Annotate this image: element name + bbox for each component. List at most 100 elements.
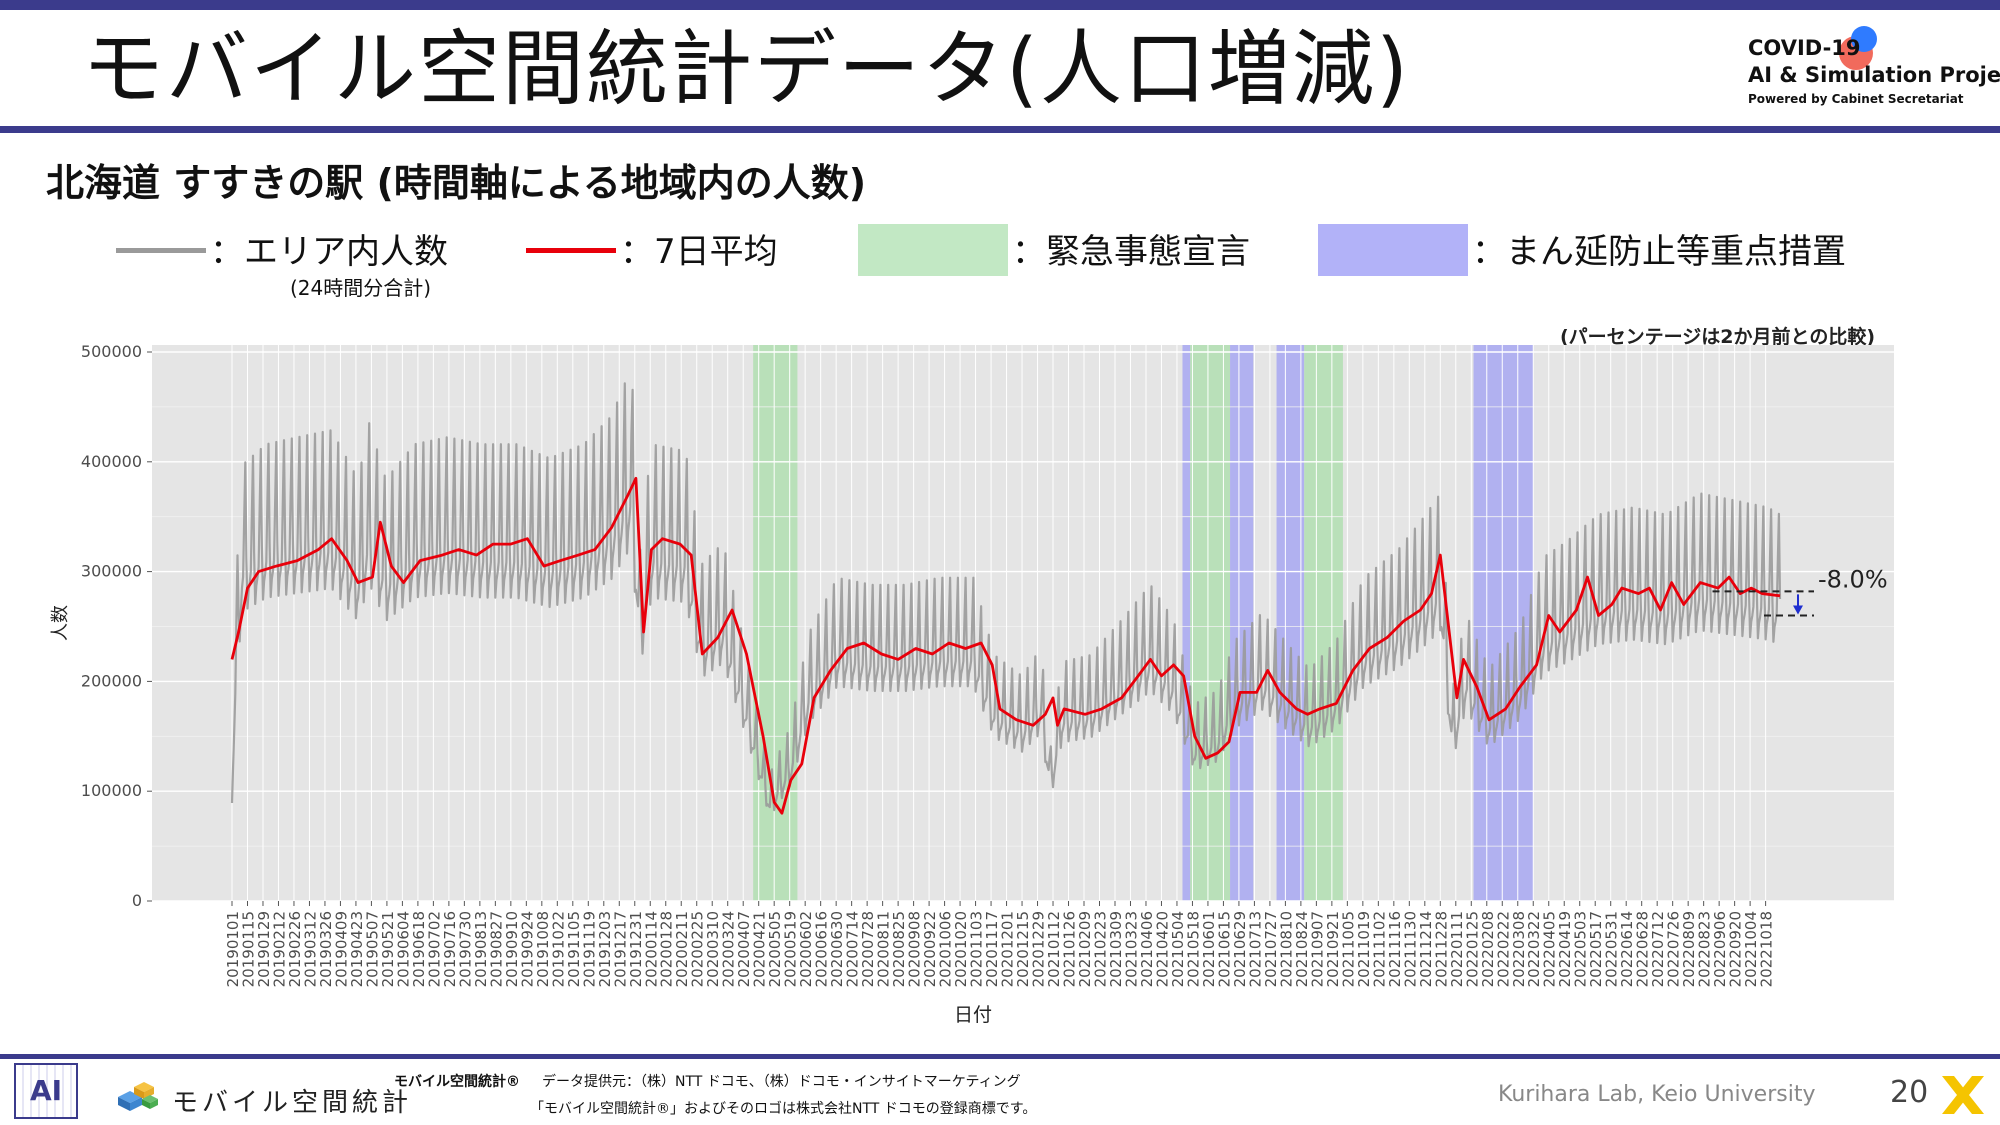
x-tick-label: 20191105 [565,911,583,987]
band-emergency [753,345,798,901]
x-tick-label: 20210323 [1122,911,1140,987]
footer-brand: モバイル空間統計 [172,1088,413,1118]
logo-blue-dot [1851,26,1877,52]
x-tick-label: 20220823 [1696,911,1714,987]
x-tick-label: 20200505 [766,911,784,987]
x-tick-label: 20191119 [580,911,598,987]
x-tick-label: 20191231 [627,911,645,987]
x-tick-label: 20211130 [1401,911,1419,987]
x-tick-label: 20190521 [379,911,397,987]
x-tick-label: 20190101 [224,911,242,987]
x-tick-label: 20190212 [270,911,288,987]
annotation-label: -8.0% [1818,565,1888,593]
x-tick-label: 20210713 [1246,911,1264,987]
x-tick-label: 20220906 [1711,911,1729,987]
x-tick-label: 20220125 [1463,911,1481,987]
x-tick-label: 20221004 [1742,911,1760,987]
x-tick-label: 20221018 [1758,911,1776,987]
x-tick-label: 20220920 [1727,911,1745,987]
y-tick-label: 200000 [81,671,142,690]
population-chart: 2019010120190115201901292019021220190226… [50,342,1894,1026]
x-tick-label: 20200714 [844,911,862,987]
x-tick-label: 20200114 [642,911,660,987]
x-tick-label: 20220809 [1680,911,1698,987]
legend-raw-line [116,248,206,253]
legend-emergency-label: ：緊急事態宣言 [1012,232,1250,272]
legend-raw-sublabel: (24時間分合計) [290,276,432,300]
top-accent-bar [0,0,2000,10]
x-tick-label: 20211005 [1339,911,1357,987]
x-tick-label: 20210921 [1324,911,1342,987]
x-tick-label: 20211214 [1417,911,1435,987]
x-tick-label: 20191217 [611,911,629,987]
x-tick-label: 20190910 [503,911,521,987]
x-tick-label: 20200630 [828,911,846,987]
x-tick-label: 20210209 [1076,911,1094,987]
band-priority [1230,345,1254,901]
series-7day-average-line [230,476,1781,815]
x-tick-label: 20190604 [394,911,412,987]
x-tick-label: 20210824 [1293,911,1311,987]
x-tick-label: 20200225 [689,911,707,987]
x-tick-label: 20191203 [596,911,614,987]
x-tick-label: 20190423 [348,911,366,987]
x-axis-label: 日付 [954,1004,992,1026]
x-tick-label: 20190115 [239,911,257,987]
x-tick-label: 20220531 [1603,911,1621,987]
x-tick-label: 20200616 [813,911,831,987]
x-tick-label: 20200519 [782,911,800,987]
x-tick-label: 20201020 [952,911,970,987]
x-tick-label: 20201215 [1014,911,1032,987]
x-tick-label: 20200728 [859,911,877,987]
x-tick-label: 20190226 [286,911,304,987]
legend-avg-label: ：7日平均 [620,232,778,272]
percentage-note: (パーセンテージは2か月前との比較) [1560,326,1876,348]
x-tick-label: 20210601 [1200,911,1218,987]
x-tick-label: 20190702 [425,911,443,987]
x-tick-label: 20210420 [1153,911,1171,987]
band-emergency [1190,345,1231,901]
y-tick-label: 100000 [81,781,142,800]
x-tick-label: 20200811 [875,911,893,987]
x-tick-label: 20190716 [441,911,459,987]
x-tick-label: 20200908 [906,911,924,987]
x-tick-label: 20201117 [983,911,1001,987]
x-tick-label: 20200421 [751,911,769,987]
x-tick-label: 20220614 [1618,911,1636,987]
x-tick-label: 20220419 [1556,911,1574,987]
legend-avg-line [526,248,616,253]
x-tick-label: 20200602 [797,911,815,987]
x-tick-label: 20220308 [1510,911,1528,987]
x-tick-label: 20200310 [704,911,722,987]
x-tick-label: 20190827 [487,911,505,987]
x-tick-label: 20201229 [1030,911,1048,987]
x-tick-label: 20200922 [921,911,939,987]
x-tick-label: 20220517 [1587,911,1605,987]
x-tick-label: 20211019 [1355,911,1373,987]
x-tick-label: 20211102 [1370,911,1388,987]
y-tick-label: 400000 [81,452,142,471]
y-tick-label: 500000 [81,342,142,361]
x-tick-label: 20190730 [456,911,474,987]
x-tick-label: 20220405 [1541,911,1559,987]
legend-raw-label: ：エリア内人数 [210,232,448,272]
y-tick-label: 0 [132,891,142,910]
x-tick-label: 20190924 [518,911,536,987]
x-logo-icon [1942,1076,1984,1114]
mobile-stats-cube-icon [118,1082,158,1111]
band-priority [1276,345,1305,901]
y-tick-label: 300000 [81,562,142,581]
series-area-count-line [230,382,1782,812]
x-tick-label: 20210126 [1061,911,1079,987]
footer-credit-line1: モバイル空間統計® データ提供元：（株）NTT ドコモ、（株）ドコモ・インサイトマ… [394,1071,1021,1091]
x-tick-label: 20211116 [1386,911,1404,987]
x-tick-label: 20220628 [1634,911,1652,987]
x-tick-label: 20210406 [1138,911,1156,987]
x-tick-label: 20191008 [534,911,552,987]
x-tick-label: 20190409 [332,911,350,987]
x-tick-label: 20210810 [1277,911,1295,987]
footer-credit-title: モバイル空間統計® [394,1074,520,1090]
x-tick-label: 20220712 [1649,911,1667,987]
logo-line2: AI & Simulation Project [1748,63,2000,87]
x-tick-label: 20200211 [673,911,691,987]
